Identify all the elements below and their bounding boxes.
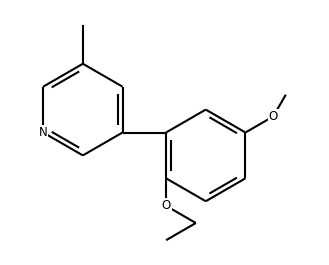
- Text: O: O: [162, 199, 171, 212]
- Text: O: O: [268, 110, 278, 123]
- Text: N: N: [39, 126, 48, 139]
